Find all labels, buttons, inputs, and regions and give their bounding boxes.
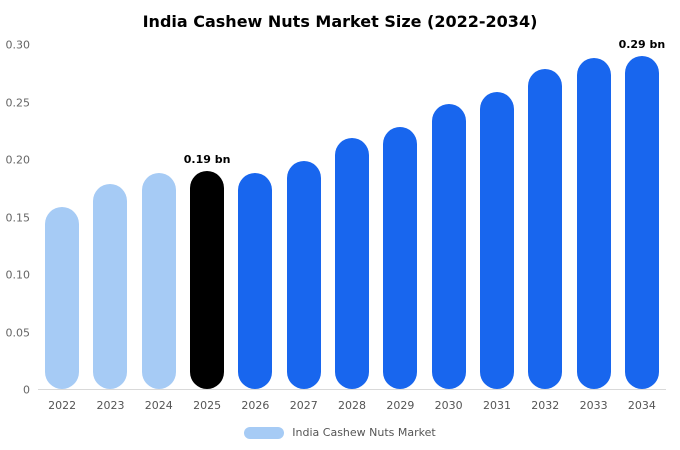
bar-2029 [383, 126, 418, 389]
legend-swatch-icon [244, 426, 285, 439]
x-tick-label: 2025 [193, 399, 222, 412]
y-tick-label: 0.20 [5, 153, 31, 167]
bar-cell-2031 [473, 45, 521, 389]
x-tick-label: 2022 [48, 399, 77, 412]
bar-2027 [286, 161, 321, 389]
bar-cell-2030 [425, 45, 473, 389]
bar-cell-2034: 0.29 bn [618, 38, 666, 389]
x-tick-label: 2033 [579, 399, 608, 412]
y-tick-label: 0.30 [5, 38, 31, 52]
bar-2031 [479, 92, 514, 389]
y-tick-label: 0.05 [5, 326, 31, 339]
bar-cell-2023 [86, 45, 134, 389]
bar-2033 [576, 57, 611, 389]
bar-2025 [190, 170, 225, 389]
bar-cell-2022 [38, 45, 86, 389]
bar-2024 [141, 172, 176, 389]
legend: India Cashew Nuts Market [0, 426, 680, 439]
bar-2022 [45, 207, 80, 389]
x-tick-label: 2029 [386, 399, 415, 412]
x-axis-labels: 2022 2023 2024 2025 2026 2027 2028 2029 2030 2031… [38, 399, 666, 412]
bar-cell-2024 [135, 45, 183, 389]
chart-title: India Cashew Nuts Market Size (2022-2034… [142, 12, 538, 31]
bar-cell-2032 [521, 45, 569, 389]
y-tick-label: 0 [23, 383, 30, 397]
bar-2034 [624, 55, 659, 389]
bar-2028 [335, 138, 370, 389]
bar-cell-2026 [231, 45, 279, 389]
bar-value-label: 0.29 bn [618, 37, 666, 51]
plot-area: 0.19 bn 0.29 bn [38, 38, 666, 390]
x-tick-label: 2028 [338, 399, 367, 412]
x-tick-label: 2034 [627, 399, 656, 412]
x-tick-label: 2024 [144, 399, 173, 412]
x-tick-label: 2030 [434, 399, 463, 412]
bar-2026 [238, 172, 273, 389]
x-tick-label: 2023 [96, 399, 125, 412]
bar-cell-2028 [328, 45, 376, 389]
x-tick-label: 2031 [482, 399, 511, 412]
y-tick-label: 0.25 [5, 96, 31, 109]
y-tick-label: 0.15 [5, 211, 31, 224]
bar-cell-2033 [569, 45, 617, 389]
bar-value-label: 0.19 bn [183, 152, 231, 166]
x-tick-label: 2027 [289, 399, 318, 412]
bar-cell-2027 [280, 45, 328, 389]
bar-cell-2025: 0.19 bn [183, 45, 231, 389]
x-tick-label: 2032 [531, 399, 560, 412]
y-axis: 0 0.05 0.10 0.15 0.20 0.25 0.30 [0, 39, 33, 397]
bar-2032 [528, 69, 563, 389]
bar-2023 [93, 184, 128, 389]
x-tick-label: 2026 [241, 399, 270, 412]
y-tick-label: 0.10 [5, 268, 31, 282]
legend-label: India Cashew Nuts Market [292, 426, 436, 439]
bar-2030 [431, 103, 466, 389]
bar-cell-2029 [376, 45, 424, 389]
